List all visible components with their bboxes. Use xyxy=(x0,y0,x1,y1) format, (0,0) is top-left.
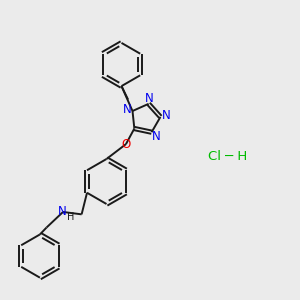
Text: N: N xyxy=(145,92,154,105)
Text: N: N xyxy=(152,130,161,143)
Text: N: N xyxy=(58,205,67,218)
Text: N: N xyxy=(123,103,132,116)
Text: H: H xyxy=(67,212,74,222)
Text: N: N xyxy=(162,109,171,122)
Text: Cl − H: Cl − H xyxy=(208,149,247,163)
Text: O: O xyxy=(121,138,130,151)
